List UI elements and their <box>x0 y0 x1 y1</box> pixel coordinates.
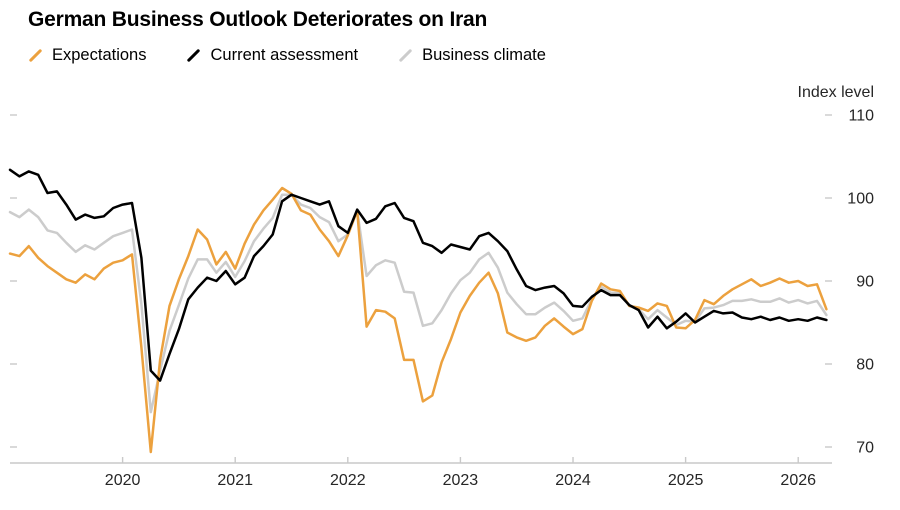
legend-item-current-assessment: Current assessment <box>186 46 358 65</box>
y-tick-label: 70 <box>856 440 874 457</box>
y-tick-label: 90 <box>856 274 874 291</box>
chart-title: German Business Outlook Deteriorates on … <box>28 8 488 31</box>
y-tick-label: 80 <box>856 357 874 374</box>
series-line-current-assessment <box>8 168 828 382</box>
x-tick-label: 2021 <box>217 472 253 489</box>
line-swatch-current-assessment-icon <box>187 49 201 62</box>
line-swatch-expectations-icon <box>29 49 42 62</box>
y-tick-label: 100 <box>847 191 874 208</box>
legend-item-business-climate: Business climate <box>398 46 546 65</box>
legend-item-expectations: Expectations <box>28 46 146 65</box>
legend: Expectations Current assessment Business… <box>28 46 546 65</box>
x-tick-label: 2023 <box>443 472 479 489</box>
series-line-expectations <box>8 186 828 454</box>
line-swatch-business-climate-icon <box>399 49 412 62</box>
x-tick-label: 2025 <box>668 472 704 489</box>
x-tick-label: 2020 <box>105 472 141 489</box>
legend-label-current-assessment: Current assessment <box>210 46 359 64</box>
legend-label-business-climate: Business climate <box>422 46 546 64</box>
y-tick-label: 110 <box>848 108 874 125</box>
legend-label-expectations: Expectations <box>52 46 147 64</box>
y-axis-title: Index level <box>797 84 875 101</box>
x-tick-label: 2022 <box>330 472 366 489</box>
series-line-business-climate <box>8 193 828 414</box>
x-tick-label: 2024 <box>555 472 591 489</box>
x-tick-label: 2026 <box>780 472 816 489</box>
